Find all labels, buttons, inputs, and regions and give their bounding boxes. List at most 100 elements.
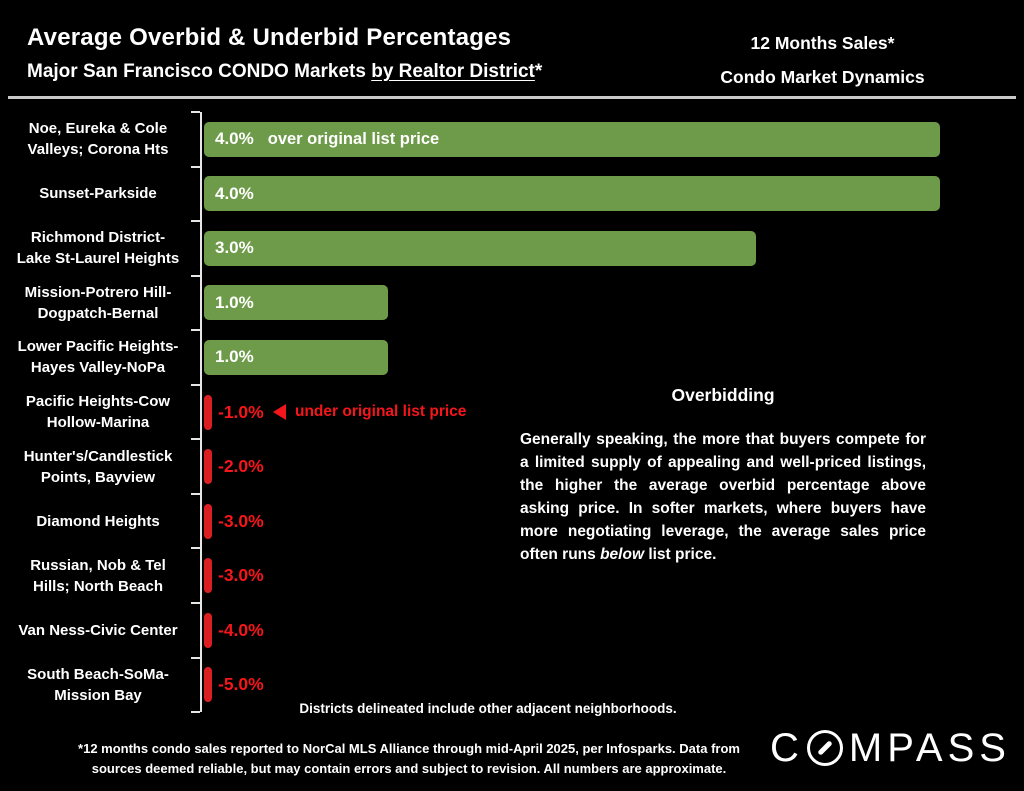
bar-negative	[204, 667, 212, 703]
chart-row: Lower Pacific Heights- Hayes Valley-NoPa 1…	[0, 330, 1024, 385]
category-label: Van Ness-Civic Center	[2, 603, 194, 658]
category-label-line: Mission Bay	[54, 686, 142, 704]
category-label: Russian, Nob & Tel Hills; North Beach	[2, 548, 194, 603]
districts-note: Districts delineated include other adjac…	[299, 701, 677, 716]
compass-logo: C MPASS	[770, 724, 1011, 772]
bar-chart: Noe, Eureka & Cole Valleys; Corona Hts 4.0…	[0, 111, 1024, 714]
axis-tick	[191, 711, 200, 714]
chart-row: Hunter's/Candlestick Points, Bayview -2.0%	[0, 439, 1024, 494]
category-label-line: Hunter's/Candlestick	[23, 447, 173, 465]
overbidding-title: Overbidding	[671, 385, 775, 405]
category-label-line: Pacific Heights-Cow	[25, 393, 171, 411]
overbidding-block: Overbidding Generally speaking, the more…	[520, 385, 926, 566]
chart-row: Van Ness-Civic Center -4.0%	[0, 603, 1024, 658]
chart-row: Diamond Heights -3.0%	[0, 494, 1024, 549]
category-label-line: Van Ness-Civic Center	[18, 621, 178, 639]
axis-tick	[191, 274, 200, 277]
bar-value-label: -3.0%	[218, 510, 264, 531]
axis-tick	[191, 438, 200, 441]
subtitle-underlined: by Realtor District	[371, 61, 535, 82]
under-list-annotation: under original list price	[273, 395, 466, 430]
axis-tick	[191, 165, 200, 168]
under-list-annotation-text: under original list price	[295, 403, 467, 421]
bar-value-label: -1.0%	[218, 401, 264, 422]
sales-period-label: 12 Months Sales*	[750, 33, 895, 53]
overbidding-body-text: Generally speaking, the more that buyers…	[520, 431, 926, 563]
axis-tick	[191, 111, 200, 113]
chart-row: South Beach-SoMa- Mission Bay -5.0%	[0, 658, 1024, 713]
bar-value-label: 1.0%	[215, 292, 254, 312]
category-label: Diamond Heights	[2, 494, 194, 549]
category-label: Sunset-Parkside	[2, 167, 194, 222]
bar-negative	[204, 612, 212, 648]
left-arrow-icon	[273, 404, 286, 421]
category-label-line: Sunset-Parkside	[39, 185, 157, 203]
subtitle-prefix: Major San Francisco CONDO Markets	[27, 61, 372, 82]
report-type-label: Condo Market Dynamics	[720, 67, 925, 87]
category-label-line: Noe, Eureka & Cole	[28, 120, 168, 138]
bar-value-label: 3.0%	[215, 238, 254, 258]
header-right-block: 12 Months Sales* Condo Market Dynamics	[650, 26, 995, 94]
category-label-line: South Beach-SoMa-	[27, 665, 169, 683]
axis-tick	[191, 656, 200, 659]
overbidding-body-tail: list price.	[644, 546, 717, 563]
chart-row: Russian, Nob & Tel Hills; North Beach -3.0…	[0, 548, 1024, 603]
axis-tick	[191, 220, 200, 223]
bar-value-label: -5.0%	[218, 674, 264, 695]
bar-value-label: -4.0%	[218, 619, 264, 640]
bar-negative	[204, 449, 212, 485]
bar-negative	[204, 558, 212, 594]
page-title: Average Overbid & Underbid Percentages	[27, 24, 512, 51]
chart-row: Pacific Heights-Cow Hollow-Marina -1.0% und…	[0, 385, 1024, 440]
axis-tick	[191, 492, 200, 495]
y-axis-line	[200, 112, 202, 713]
category-label-line: Russian, Nob & Tel	[30, 556, 166, 574]
axis-tick	[191, 601, 200, 604]
category-label: Hunter's/Candlestick Points, Bayview	[2, 439, 194, 494]
bar-positive: 1.0%	[204, 285, 388, 321]
category-label-line: Hayes Valley-NoPa	[30, 359, 166, 377]
chart-row: Sunset-Parkside 4.0%	[0, 167, 1024, 222]
category-label-line: Richmond District-	[30, 229, 166, 247]
header-divider	[8, 96, 1016, 99]
compass-needle-icon	[817, 740, 833, 756]
bar-negative	[204, 503, 212, 539]
category-label-line: Lake St-Laurel Heights	[16, 250, 180, 268]
category-label-line: Points, Bayview	[40, 468, 156, 486]
bar-positive: 3.0%	[204, 230, 756, 266]
category-label: Mission-Potrero Hill- Dogpatch-Bernal	[2, 276, 194, 331]
category-label: Lower Pacific Heights- Hayes Valley-NoPa	[2, 330, 194, 385]
overbidding-body-italic: below	[600, 546, 645, 563]
bar-value-label: 1.0%	[215, 347, 254, 367]
category-label-line: Hills; North Beach	[32, 577, 164, 595]
category-label-line: Dogpatch-Bernal	[37, 304, 159, 322]
category-label-line: Lower Pacific Heights-	[17, 338, 179, 356]
category-label: Richmond District- Lake St-Laurel Heights	[2, 221, 194, 276]
over-list-annotation: over original list price	[267, 129, 440, 148]
compass-logo-prefix: C	[770, 726, 804, 770]
bar-value-label: 4.0%	[215, 183, 254, 203]
bar-positive: 1.0%	[204, 339, 388, 375]
category-label: South Beach-SoMa- Mission Bay	[2, 658, 194, 713]
bar-value-label: -3.0%	[218, 565, 264, 586]
category-label-line: Mission-Potrero Hill-	[24, 283, 172, 301]
category-label-line: Valleys; Corona Hts	[27, 141, 169, 159]
compass-o-icon	[806, 730, 843, 766]
footnote: *12 months condo sales reported to NorCa…	[78, 741, 740, 776]
bar-value-label: 4.0%	[215, 129, 254, 149]
chart-row: Richmond District- Lake St-Laurel Heights…	[0, 221, 1024, 276]
axis-tick	[191, 383, 200, 386]
page-subtitle: Major San Francisco CONDO Markets by Rea…	[27, 61, 542, 83]
compass-logo-suffix: MPASS	[848, 726, 1011, 770]
bar-value-label: -2.0%	[218, 456, 264, 477]
axis-tick	[191, 329, 200, 332]
chart-row: Noe, Eureka & Cole Valleys; Corona Hts 4.0…	[0, 112, 1024, 167]
category-label-line: Diamond Heights	[36, 512, 160, 530]
bar-positive: 4.0% over original list price	[204, 121, 940, 157]
bar-negative	[204, 394, 212, 430]
bar-positive: 4.0%	[204, 176, 940, 212]
category-label: Noe, Eureka & Cole Valleys; Corona Hts	[2, 112, 194, 167]
category-label: Pacific Heights-Cow Hollow-Marina	[2, 385, 194, 440]
axis-tick	[191, 547, 200, 550]
